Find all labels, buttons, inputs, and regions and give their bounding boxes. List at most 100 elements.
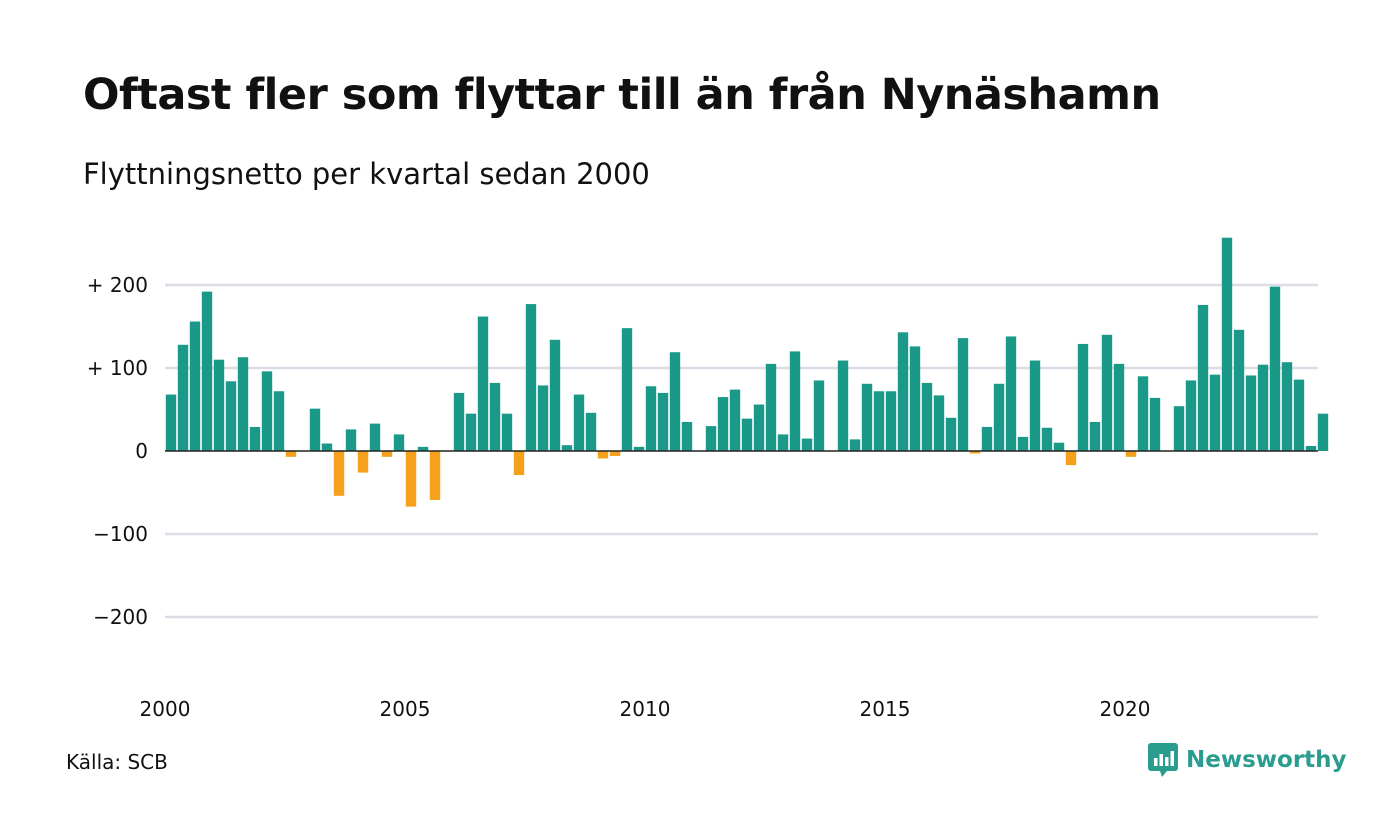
x-tick-label: 2000	[140, 697, 191, 721]
y-tick-label: −200	[93, 605, 148, 629]
bar-positive	[813, 380, 825, 451]
bar-positive	[1017, 436, 1029, 451]
bar-negative	[357, 451, 369, 473]
bar-positive	[1113, 363, 1125, 451]
bar-positive	[417, 446, 429, 451]
bar-positive	[1245, 375, 1257, 451]
bar-positive	[321, 443, 333, 451]
bar-negative	[609, 451, 621, 456]
x-tick-label: 2010	[620, 697, 671, 721]
bar-positive	[1149, 397, 1161, 451]
bar-positive	[765, 363, 777, 451]
bar-positive	[237, 357, 249, 451]
x-tick-label: 2005	[380, 697, 431, 721]
bar-positive	[273, 391, 285, 451]
bar-positive	[561, 445, 573, 451]
bar-positive	[1317, 413, 1329, 451]
brand-name: Newsworthy	[1186, 747, 1347, 773]
bar-positive	[165, 394, 177, 451]
bar-positive	[993, 383, 1005, 451]
bar-positive	[789, 351, 801, 451]
bar-positive	[741, 418, 753, 451]
bar-positive	[705, 426, 717, 451]
bar-negative	[285, 451, 297, 457]
bar-positive	[1293, 379, 1305, 451]
bar-positive	[489, 382, 501, 451]
bar-positive	[261, 371, 273, 451]
bar-positive	[657, 392, 669, 451]
bar-positive	[213, 359, 225, 451]
bar-positive	[669, 352, 681, 451]
bar-positive	[1233, 329, 1245, 451]
bar-positive	[537, 385, 549, 451]
bar-positive	[729, 389, 741, 451]
y-tick-label: 0	[135, 439, 148, 463]
bar-positive	[177, 344, 189, 451]
bar-positive	[1197, 304, 1209, 451]
x-tick-label: 2015	[860, 697, 911, 721]
bar-positive	[909, 346, 921, 451]
bar-positive	[897, 332, 909, 451]
chart-title: Oftast fler som flyttar till än från Nyn…	[83, 70, 1161, 120]
bar-positive	[1041, 427, 1053, 451]
y-axis-ticks: + 200 + 100 0 −100 −200	[87, 273, 148, 629]
bar-positive	[393, 434, 405, 451]
bar-positive	[885, 391, 897, 451]
bar-negative	[1065, 451, 1077, 466]
bar-positive	[921, 382, 933, 451]
bar-positive	[849, 439, 861, 451]
bar-negative	[597, 451, 609, 459]
bar-positive	[1269, 286, 1281, 451]
x-tick-label: 2020	[1100, 697, 1151, 721]
bar-positive	[573, 394, 585, 451]
bar-positive	[369, 423, 381, 451]
bar-positive	[465, 413, 477, 451]
bar-negative	[405, 451, 417, 507]
bar-positive	[1209, 374, 1221, 451]
bar-positive	[1221, 237, 1233, 451]
bar-positive	[1053, 442, 1065, 451]
bar-positive	[1005, 336, 1017, 451]
bar-positive	[645, 386, 657, 451]
bar-positive	[1281, 362, 1293, 451]
bar-positive	[1101, 334, 1113, 451]
bar-positive	[201, 291, 213, 451]
bar-positive	[309, 408, 321, 451]
bar-negative	[969, 451, 981, 454]
bar-positive	[1305, 446, 1317, 451]
y-tick-label: + 200	[87, 273, 148, 297]
bar-positive	[777, 434, 789, 451]
y-tick-label: −100	[93, 522, 148, 546]
bar-positive	[1137, 376, 1149, 451]
bar-positive	[345, 429, 357, 451]
bar-negative	[333, 451, 345, 496]
bar-positive	[453, 392, 465, 451]
bar-positive	[249, 426, 261, 451]
bar-positive	[189, 321, 201, 451]
bar-positive	[753, 404, 765, 451]
bar-positive	[225, 381, 237, 451]
bar-positive	[1077, 343, 1089, 451]
bar-positive	[873, 391, 885, 451]
bar-positive	[837, 360, 849, 451]
bar-positive	[957, 338, 969, 451]
bar-positive	[1029, 360, 1041, 451]
y-tick-label: + 100	[87, 356, 148, 380]
bar-positive	[1089, 421, 1101, 451]
x-axis-ticks: 2000 2005 2010 2015 2020	[140, 697, 1151, 721]
bar-positive	[933, 395, 945, 451]
bar-positive	[1257, 364, 1269, 451]
bar-negative	[513, 451, 525, 476]
bar-positive	[633, 446, 645, 451]
bar-positive	[801, 438, 813, 451]
bar-positive	[681, 421, 693, 451]
bar-negative	[429, 451, 441, 500]
bar-negative	[381, 451, 393, 457]
bar-positive	[861, 383, 873, 451]
bar-series	[165, 237, 1329, 507]
bar-positive	[1185, 380, 1197, 451]
bar-positive	[525, 304, 537, 451]
gridlines	[165, 283, 1318, 619]
bar-positive	[717, 397, 729, 451]
